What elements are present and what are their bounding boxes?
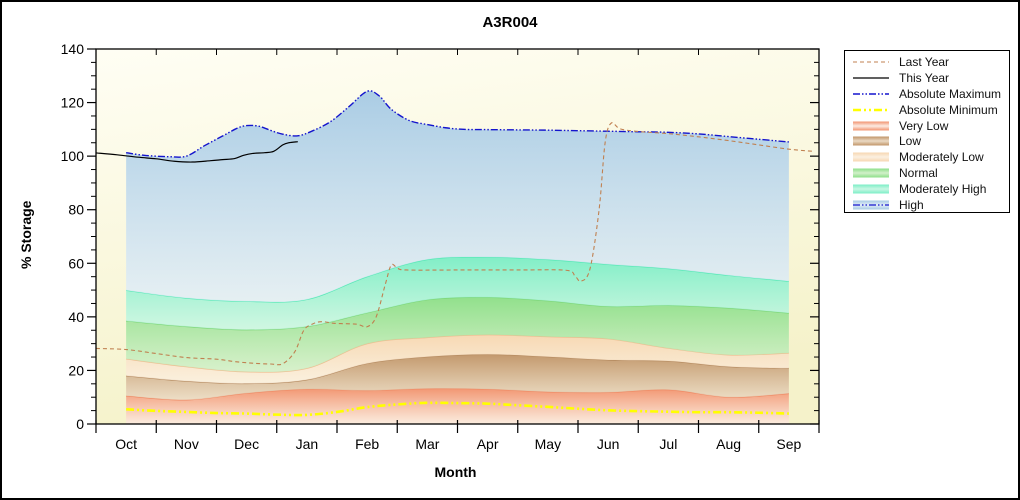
- legend-item-low: Low: [845, 133, 1009, 149]
- line-this-year: [96, 141, 298, 163]
- legend-sample-band: [853, 136, 889, 146]
- legend-item-normal: Normal: [845, 165, 1009, 181]
- y-tick-label: 100: [61, 148, 85, 164]
- y-axis-title: % Storage: [18, 200, 34, 269]
- x-tick-label: Jan: [296, 436, 319, 452]
- legend-item-high: High: [845, 197, 1009, 213]
- legend-item-very-low: Very Low: [845, 118, 1009, 134]
- legend-label: Last Year: [899, 54, 950, 69]
- x-tick-label: Aug: [716, 436, 741, 452]
- line-absolute-maximum: [126, 90, 789, 158]
- legend-item-absolute-maximum: Absolute Maximum: [845, 86, 1009, 102]
- legend-sample-band: [853, 168, 889, 178]
- x-tick-label: Jun: [597, 436, 620, 452]
- legend-label: Moderately High: [899, 182, 987, 197]
- line-absolute-minimum: [126, 401, 789, 417]
- y-tick-label: 0: [76, 416, 84, 432]
- y-tick-label: 20: [68, 362, 84, 378]
- axis-ticks: [87, 48, 820, 433]
- band-moderately-high: [126, 257, 789, 330]
- legend: Last Year This Year Absolute Maximum Absolu…: [844, 50, 1010, 213]
- legend-label: Moderately Low: [899, 150, 984, 165]
- legend-label: Absolute Maximum: [899, 86, 1002, 101]
- y-tick-label: 40: [68, 309, 84, 325]
- percentile-bands: [126, 90, 789, 424]
- legend-item-this-year: This Year: [845, 70, 1009, 86]
- legend-item-moderately-high: Moderately High: [845, 181, 1009, 197]
- legend-sample-band: [853, 121, 889, 130]
- x-tick-label: Mar: [415, 436, 439, 452]
- band-low: [126, 354, 789, 400]
- x-axis-title: Month: [434, 464, 477, 480]
- band-very-low: [126, 388, 789, 424]
- line-series: [96, 90, 814, 417]
- legend-label: This Year: [899, 70, 950, 85]
- legend-sample-line: [853, 108, 889, 111]
- legend-label: Low: [899, 134, 922, 149]
- legend-item-moderately-low: Moderately Low: [845, 149, 1009, 165]
- band-high: [126, 90, 789, 303]
- legend-label: Normal: [899, 166, 938, 181]
- x-tick-label: Nov: [174, 436, 199, 452]
- band-normal: [126, 297, 789, 373]
- legend-sample-line: [853, 61, 889, 63]
- line-last-year: [96, 122, 814, 366]
- legend-sample-band: [853, 184, 889, 194]
- y-tick-label: 120: [61, 95, 85, 111]
- y-tick-label: 60: [68, 255, 84, 271]
- legend-label: High: [899, 197, 924, 212]
- legend-sample-band: [853, 152, 889, 162]
- x-tick-label: May: [535, 436, 561, 452]
- x-tick-label: Dec: [234, 436, 259, 452]
- x-tick-label: Jul: [659, 436, 677, 452]
- y-tick-label: 140: [61, 41, 85, 57]
- legend-item-absolute-minimum: Absolute Minimum: [845, 102, 1009, 118]
- legend-label: Absolute Minimum: [899, 102, 998, 117]
- legend-item-last-year: Last Year: [845, 54, 1009, 70]
- chart-title: A3R004: [482, 14, 538, 31]
- x-tick-label: Sep: [776, 436, 801, 452]
- legend-label: Very Low: [899, 118, 949, 133]
- legend-sample-line: [853, 93, 889, 95]
- x-tick-label: Oct: [115, 436, 137, 452]
- band-edge-very-low: [126, 387, 789, 401]
- legend-sample-line: [853, 77, 889, 79]
- x-tick-label: Apr: [477, 436, 499, 452]
- legend-sample-band: [853, 200, 889, 210]
- x-tick-label: Feb: [355, 436, 379, 452]
- y-tick-label: 80: [68, 202, 84, 218]
